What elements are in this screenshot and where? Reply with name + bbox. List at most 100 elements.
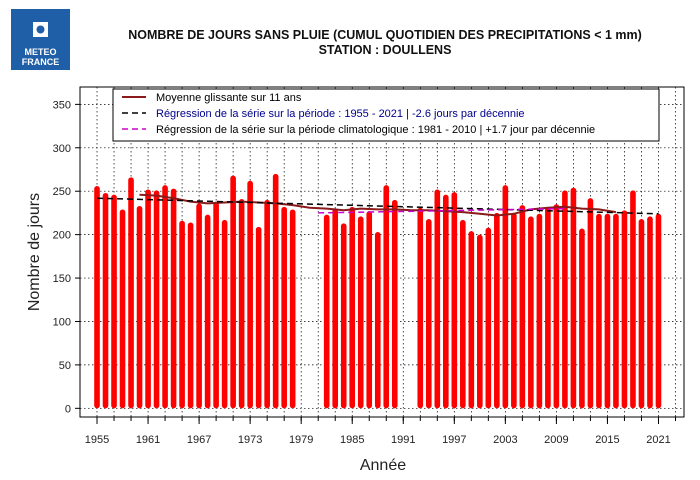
bars-group (94, 173, 662, 409)
legend-label: Régression de la série sur la période cl… (156, 124, 595, 136)
bar (221, 219, 228, 409)
bar (621, 210, 628, 409)
bar (485, 227, 492, 409)
bar (323, 214, 330, 409)
bar (374, 232, 381, 409)
bar (638, 219, 645, 409)
series-line (139, 193, 617, 217)
series-lines-group (96, 193, 659, 217)
bar (468, 231, 475, 409)
bar (451, 192, 458, 409)
x-tick-label: 1997 (442, 434, 466, 446)
bar (477, 234, 483, 409)
bar (332, 208, 339, 409)
bar (383, 185, 390, 409)
bar (145, 189, 151, 409)
y-tick-label: 350 (53, 99, 71, 111)
bar (494, 212, 500, 409)
chart-title-line1: NOMBRE DE JOURS SANS PLUIE (CUMUL QUOTID… (128, 28, 642, 42)
bar (136, 205, 143, 409)
bar (442, 194, 449, 409)
chart-title: NOMBRE DE JOURS SANS PLUIE (CUMUL QUOTID… (70, 28, 700, 58)
y-tick-label: 150 (53, 273, 71, 285)
bar (417, 207, 424, 409)
bar (102, 192, 109, 409)
x-tick-label: 2015 (595, 434, 619, 446)
meteo-france-logo: METEO FRANCE (11, 9, 70, 70)
bar (349, 206, 356, 409)
bar (587, 198, 594, 409)
bar (272, 173, 279, 409)
bar (94, 186, 100, 409)
bar (196, 203, 202, 409)
bar (647, 216, 653, 409)
bar (511, 212, 517, 409)
bar (162, 185, 168, 409)
bar (340, 223, 347, 409)
bar (238, 199, 245, 409)
bar (170, 188, 177, 409)
bar (289, 209, 296, 409)
bar (187, 222, 194, 409)
bar (545, 206, 551, 409)
bar (213, 201, 219, 409)
chart-title-line2: STATION : DOULLENS (318, 43, 452, 57)
bar (247, 180, 253, 409)
bar (536, 213, 543, 409)
bar (204, 214, 211, 409)
bar (562, 190, 568, 409)
bar (596, 213, 602, 409)
legend-box (112, 88, 660, 142)
bar (425, 219, 432, 409)
logo-text-line2: FRANCE (21, 57, 60, 67)
bar (630, 190, 636, 409)
y-axis-title: Nombre de jours (26, 193, 43, 311)
bar (519, 205, 526, 409)
bar (579, 228, 585, 409)
x-axis-title: Année (360, 457, 406, 474)
logo-text-line1: METEO (24, 47, 57, 57)
bar (502, 185, 509, 409)
bar (460, 219, 466, 409)
bar (179, 220, 185, 409)
bar (119, 209, 126, 409)
bar (255, 226, 262, 409)
x-tick-label: 1985 (340, 434, 364, 446)
y-tick-label: 200 (53, 230, 71, 242)
y-tick-label: 50 (59, 360, 71, 372)
y-tick-label: 250 (53, 186, 71, 198)
bar (111, 194, 117, 409)
plot-frame (79, 86, 685, 418)
x-tick-label: 1991 (391, 434, 415, 446)
x-tick-label: 1955 (85, 434, 109, 446)
bar (281, 206, 287, 409)
bar (528, 216, 534, 409)
series-line (318, 207, 565, 214)
x-tick-label: 1973 (238, 434, 262, 446)
legend: Moyenne glissante sur 11 ans Régression d… (112, 88, 660, 142)
bar (434, 189, 441, 409)
x-tick-label: 1967 (187, 434, 211, 446)
x-tick-label: 2009 (544, 434, 568, 446)
legend-label: Régression de la série sur la période : … (156, 108, 525, 120)
legend-label: Moyenne glissante sur 11 ans (156, 92, 302, 104)
axes-group: 0 50 100 150 200 250 300 350 1955 1961 1967 1973 197… (53, 99, 676, 446)
x-tick-label: 2003 (493, 434, 517, 446)
y-tick-label: 100 (53, 316, 71, 328)
bar (553, 204, 560, 409)
bar (613, 213, 619, 409)
bar (570, 187, 577, 409)
series-line (96, 197, 659, 215)
bar (357, 216, 364, 409)
bar (153, 190, 160, 409)
y-tick-label: 0 (65, 403, 71, 415)
x-tick-label: 1961 (136, 434, 160, 446)
x-tick-label: 2021 (646, 434, 670, 446)
bar (655, 213, 662, 409)
bar (230, 175, 236, 409)
bar (264, 199, 270, 409)
y-tick-label: 300 (53, 143, 71, 155)
bar (391, 199, 398, 409)
x-tick-label: 1979 (289, 434, 313, 446)
